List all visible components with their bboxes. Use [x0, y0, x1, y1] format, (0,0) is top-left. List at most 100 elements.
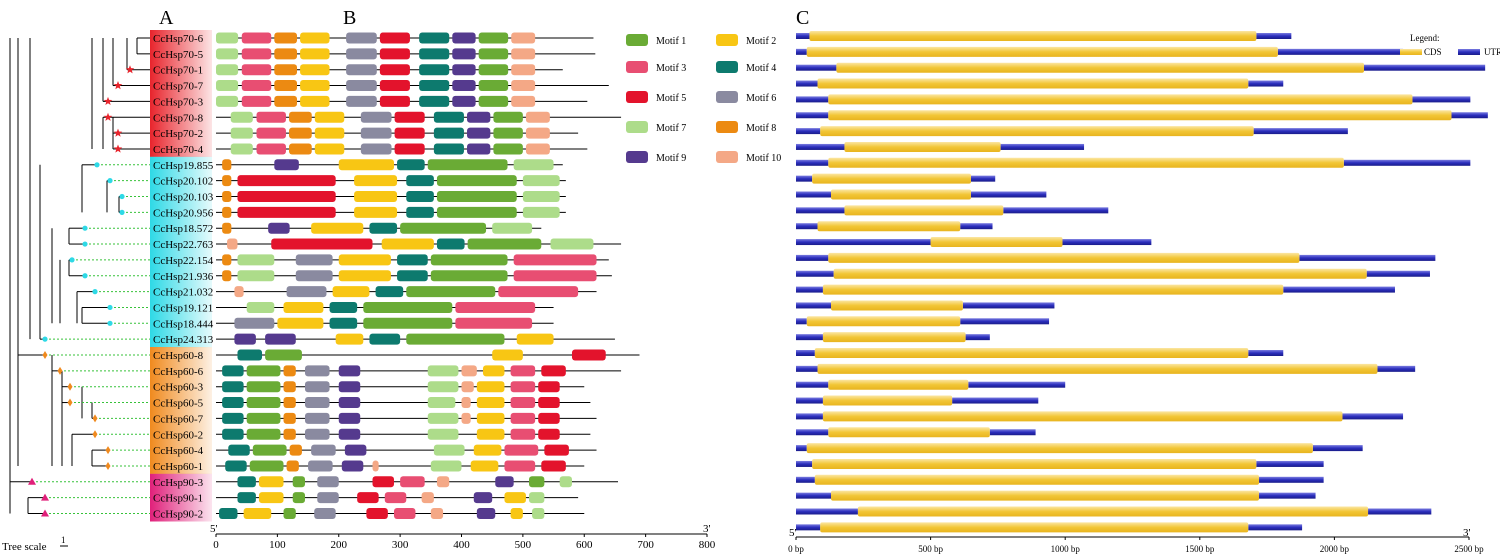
motif-1-block [493, 127, 523, 139]
motif-9-block [467, 143, 491, 155]
motif-9-block [476, 508, 496, 519]
motif-8-block [283, 381, 296, 393]
motif-4-block [397, 270, 428, 282]
motif-legend-label: Motif 10 [746, 153, 781, 164]
gene-label: CcHsp20.103 [153, 192, 214, 204]
motif-2-block [332, 286, 370, 298]
gene-label: CcHsp22.154 [153, 255, 214, 267]
utr-3prime-segment [952, 397, 1039, 404]
utr-3prime-segment [1256, 33, 1292, 39]
motif-6-block [360, 127, 392, 139]
utr-5prime-segment [796, 128, 821, 135]
utr-5prime-segment [796, 270, 834, 277]
motif-5-block [394, 111, 425, 123]
cds-segment [820, 522, 1249, 533]
utr-5prime-segment [796, 239, 931, 246]
motif-2-block [338, 270, 391, 282]
shsp-node-marker [82, 273, 88, 279]
motif-1-block [252, 444, 287, 456]
gene-label: CcHsp60-7 [153, 413, 204, 425]
motif-10-block [234, 286, 244, 298]
gene-structure-legend: Legend: CDS UTR [1400, 33, 1500, 57]
motif-5-block [394, 143, 425, 155]
motif-4-block [222, 365, 244, 377]
cds-segment [806, 443, 1313, 454]
gene-label: CcHsp20.102 [153, 176, 213, 188]
hsp70-star-marker [113, 81, 123, 90]
utr-3prime-segment [1253, 128, 1348, 135]
motif-1-block [436, 191, 517, 202]
motif-legend-swatch [626, 61, 648, 73]
motif-1-block [478, 32, 509, 44]
motif-8-block [222, 270, 232, 282]
motif-9-block [452, 48, 476, 60]
motif-axis-tick-label: 700 [637, 539, 654, 551]
motif-9-block [338, 381, 361, 393]
motif-4-block [406, 191, 434, 202]
utr-3prime-segment [1368, 508, 1432, 515]
gene-label: CcHsp18.572 [153, 223, 213, 235]
utr-5prime-segment [796, 33, 810, 39]
motif-2-block [300, 48, 330, 60]
group-color-bands [150, 30, 212, 522]
motif-3-block [455, 301, 536, 313]
utr-3prime-segment [965, 334, 990, 341]
motif-2-block [504, 492, 526, 504]
cds-segment [806, 46, 1278, 57]
motif-10-block [372, 460, 379, 472]
motif-3-block [241, 32, 272, 44]
motif-2-block [516, 333, 554, 345]
hsp60-node-marker [67, 398, 73, 407]
gene-label: CcHsp70-1 [153, 65, 203, 77]
motif-7-block [237, 270, 275, 282]
motif-4-block [433, 111, 464, 123]
group-band-shsp [150, 156, 212, 348]
motif-9-block [338, 412, 361, 424]
motif-9-block [338, 397, 361, 409]
motif-4-block [228, 444, 250, 456]
motif-7-block [427, 381, 459, 393]
motif-8-block [222, 159, 232, 171]
motif-axis-tick-label: 100 [269, 539, 286, 551]
motif-10-block [511, 32, 536, 44]
motif-10-block [461, 365, 477, 377]
utr-5prime-segment [796, 460, 813, 467]
motif-9-block [473, 492, 493, 504]
motif-4-block [406, 206, 434, 218]
motif-3-block [455, 317, 533, 329]
motif-9-block [467, 111, 491, 123]
motif-7-block [529, 492, 545, 504]
gene-label: CcHsp60-1 [153, 461, 203, 473]
motif-6-block [308, 460, 333, 472]
motif-2-block [476, 412, 505, 424]
motif-5-block [237, 191, 336, 202]
motif-7-block [230, 143, 253, 155]
cds-segment [822, 284, 1284, 295]
motif-1-block [246, 428, 281, 440]
motif-8-block [222, 206, 232, 218]
motif-3-block [241, 48, 272, 60]
cds-segment [809, 31, 1257, 41]
motif-7-block [216, 64, 239, 76]
utr-3prime-segment [1366, 270, 1430, 277]
utr-5prime-segment [796, 334, 823, 341]
motif-1-block [529, 476, 545, 488]
cds-segment [857, 506, 1369, 517]
motif-2-block [314, 127, 345, 139]
utr-3prime-segment [1248, 350, 1284, 356]
motif-3-block [400, 476, 425, 488]
group-band-hsp70 [150, 30, 212, 157]
motif-6-block [311, 444, 336, 456]
utr-3prime-segment [989, 429, 1036, 436]
utr-3prime-segment [1283, 286, 1395, 293]
motif-1-block [265, 349, 302, 361]
utr-5prime-segment [796, 397, 823, 404]
motif-4-block [419, 48, 450, 60]
motif-axis: 5' 3' 0 100 200 300 400 500 600 700 800 [210, 523, 716, 551]
utr-3prime-segment [1277, 48, 1404, 55]
utr-3prime-segment [970, 191, 1047, 198]
motif-axis-tick-label: 500 [515, 539, 532, 551]
motif-6-block [304, 428, 330, 440]
motif-4-block [369, 222, 398, 234]
motif-9-block [495, 476, 514, 488]
